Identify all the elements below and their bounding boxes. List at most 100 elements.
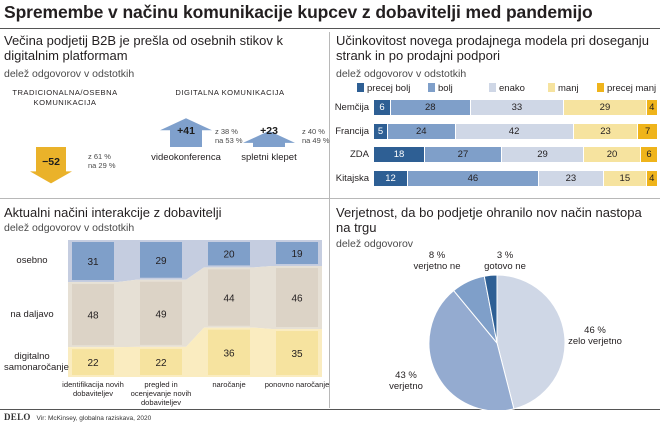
- arrow-category-label: spletni klepet: [241, 152, 297, 163]
- pie-category-label: verjetno ne: [413, 261, 461, 272]
- pie-category-label: verjetno: [389, 381, 423, 392]
- panel-title-likelihood: Verjetnost, da bo podjetje ohranilo nov …: [336, 205, 642, 235]
- legend-item: enako: [489, 83, 525, 94]
- footer: DELO Vir: McKinsey, globalna raziskava, …: [4, 412, 151, 422]
- segment-value: 29: [155, 256, 167, 267]
- legend-swatch: [357, 83, 364, 92]
- panel-subtitle-effectiveness: delež odgovorov v odstotkih: [336, 68, 467, 80]
- bar-segment: 23: [573, 123, 639, 139]
- bar-segment: 12: [374, 170, 409, 186]
- change-note-to: na 49 %: [302, 136, 330, 145]
- pie-value-label: 43 %: [395, 370, 417, 381]
- legend-label: precej bolj: [367, 83, 411, 94]
- segment-value: 36: [223, 348, 235, 359]
- segment-value: 46: [291, 294, 303, 305]
- stacked-bar-segment: [276, 268, 318, 328]
- bar-segment: 7: [638, 123, 658, 139]
- legend-swatch: [428, 83, 435, 92]
- bar-segment: 46: [408, 170, 539, 186]
- arrow-category-label: videokonferenca: [151, 152, 221, 163]
- segment-value: 22: [155, 358, 167, 369]
- arrow-value-label: +23: [260, 125, 278, 137]
- vertical-divider: [329, 32, 330, 408]
- bar-segment: 29: [501, 147, 585, 162]
- pie-value-label: 46 %: [584, 325, 606, 336]
- main-title: Spremembe v načinu komunikacije kupcev z…: [4, 2, 593, 22]
- legend-item: precej manj: [597, 83, 656, 94]
- row-label: Nemčija: [334, 102, 369, 113]
- segment-value: 49: [155, 309, 167, 320]
- column-category-label: ponovno naročanje: [264, 380, 330, 389]
- arrow-up: [243, 130, 295, 147]
- connector-band: [254, 327, 272, 377]
- series-label: osebno: [16, 255, 48, 267]
- panel-title-interaction: Aktualni načini interakcije z dobavitelj…: [4, 205, 222, 220]
- panel-title-effectiveness: Učinkovitost novega prodajnega modela pr…: [336, 33, 649, 63]
- connector-band: [118, 279, 136, 348]
- bar-segment: 23: [538, 170, 605, 186]
- pie-slice: [483, 274, 498, 344]
- likelihood-pie-chart: [428, 274, 566, 410]
- title-divider: [0, 28, 660, 29]
- brand-logo: DELO: [4, 412, 31, 422]
- bar-segment: 15: [604, 170, 647, 186]
- segment-value: 22: [87, 358, 99, 369]
- column-category-label: naročanje: [212, 380, 246, 389]
- pie-value-label: 3 %: [496, 250, 514, 261]
- row-label: Kitajska: [335, 172, 369, 184]
- panel-subtitle-likelihood: delež odgovorov: [336, 238, 414, 250]
- series-label: digitalno samonaročanje: [4, 351, 69, 374]
- stacked-bar-segment: [276, 242, 318, 265]
- pie-category-label: zelo verjetno: [568, 336, 622, 347]
- row-label: Francija: [335, 125, 369, 137]
- panel-title-shift: Večina podjetij B2B je prešla od osebnih…: [4, 33, 283, 63]
- bar-segment: 6: [374, 100, 392, 115]
- arrow-down: [30, 147, 72, 184]
- connector-band: [186, 240, 204, 280]
- bar-segment: 4: [646, 170, 658, 186]
- stacked-bar-segment: [72, 349, 114, 375]
- legend-label: bolj: [438, 83, 453, 94]
- legend-label: precej manj: [607, 83, 657, 94]
- panel-subtitle-shift: delež odgovorov v odstotkih: [4, 68, 135, 80]
- pie-slice: [496, 274, 566, 410]
- stacked-bar-segment: [140, 281, 182, 345]
- segment-value: 48: [87, 311, 99, 322]
- legend-item: manj: [548, 83, 579, 94]
- segment-value: 44: [223, 294, 235, 305]
- segment-value: 19: [291, 249, 303, 260]
- change-note-to: na 29 %: [88, 161, 116, 170]
- connector-band: [186, 267, 204, 347]
- source-note: Vir: McKinsey, globalna raziskava, 2020: [36, 415, 152, 422]
- segment-value: 35: [291, 349, 303, 360]
- legend-swatch: [548, 83, 555, 92]
- arrow-up: [160, 118, 212, 147]
- stacked-bar-segment: [208, 242, 250, 266]
- row-label: ZDA: [350, 149, 369, 160]
- legend-item: precej bolj: [357, 83, 410, 94]
- change-note-to: na 53 %: [215, 136, 243, 145]
- bar-segment: 33: [470, 100, 565, 115]
- bar-segment: 28: [391, 100, 471, 115]
- bar-segment: 42: [455, 123, 574, 139]
- pie-category-label: gotovo ne: [484, 261, 526, 272]
- group-label-traditional: TRADICIONALNA/OSEBNA KOMUNIKACIJA: [12, 88, 118, 107]
- panel-subtitle-interaction: delež odgovorov v odstotkih: [4, 222, 135, 234]
- connector-band: [118, 240, 136, 283]
- bar-segment: 27: [425, 147, 502, 162]
- arrow-value-label: −52: [42, 156, 60, 168]
- stacked-bar-segment: [140, 242, 182, 278]
- change-note-from: z 38 %: [215, 127, 238, 136]
- series-label: na daljavo: [10, 308, 54, 320]
- connector-band: [118, 346, 136, 377]
- bar-segment: 20: [584, 147, 641, 162]
- interaction-stacked-chart: 31 48 22 29 49 22 20 44 36 19 46 35: [68, 240, 322, 377]
- column-category-label: pregled in ocenjevanje novih dobavitelje…: [130, 380, 192, 407]
- segment-value: 20: [223, 250, 235, 261]
- legend-label: manj: [558, 83, 579, 94]
- stacked-bar-segment: [72, 242, 114, 281]
- stacked-bar-segment: [276, 331, 318, 375]
- arrow-value-label: +41: [177, 125, 195, 137]
- bottom-divider: [0, 409, 660, 410]
- segment-value: 31: [87, 257, 99, 268]
